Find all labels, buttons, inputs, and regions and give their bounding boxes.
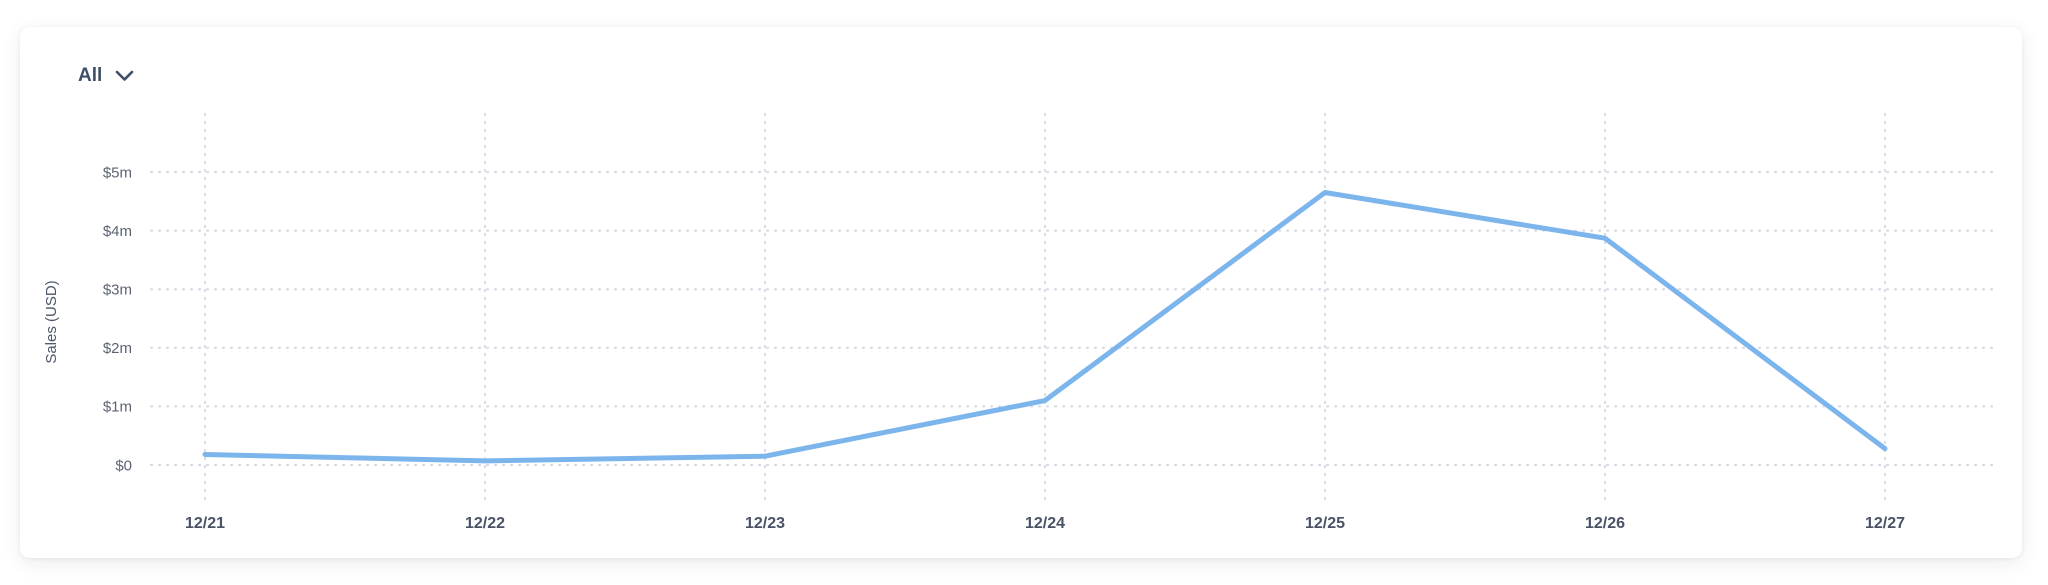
y-tick-label: $4m [103, 223, 132, 240]
x-tick-label: 12/22 [465, 515, 505, 532]
y-axis-title: Sales (USD) [43, 280, 60, 363]
series-filter-label: All [78, 64, 103, 86]
y-tick-label: $3m [103, 281, 132, 298]
sales-chart-card: All $0 $1m $2m $3m $4m $5m 12/21 12/22 12/23 12/2… [20, 27, 2022, 558]
x-tick-label: 12/27 [1865, 515, 1905, 532]
x-tick-label: 12/23 [745, 515, 785, 532]
chevron-down-icon [115, 66, 134, 88]
y-tick-label: $0 [115, 457, 132, 474]
x-tick-label: 12/25 [1305, 515, 1345, 532]
x-tick-label: 12/24 [1025, 515, 1065, 532]
sales-line [202, 190, 1888, 464]
y-tick-label: $1m [103, 399, 132, 416]
sales-line-chart: $0 $1m $2m $3m $4m $5m 12/21 12/22 12/23 12/24 12/… [43, 113, 1997, 532]
x-tick-label: 12/21 [185, 515, 225, 532]
series-filter-dropdown[interactable]: All [78, 63, 134, 88]
x-tick-label: 12/26 [1585, 515, 1625, 532]
chart-header: All [78, 63, 134, 88]
y-tick-label: $5m [103, 164, 132, 181]
y-tick-label: $2m [103, 340, 132, 357]
